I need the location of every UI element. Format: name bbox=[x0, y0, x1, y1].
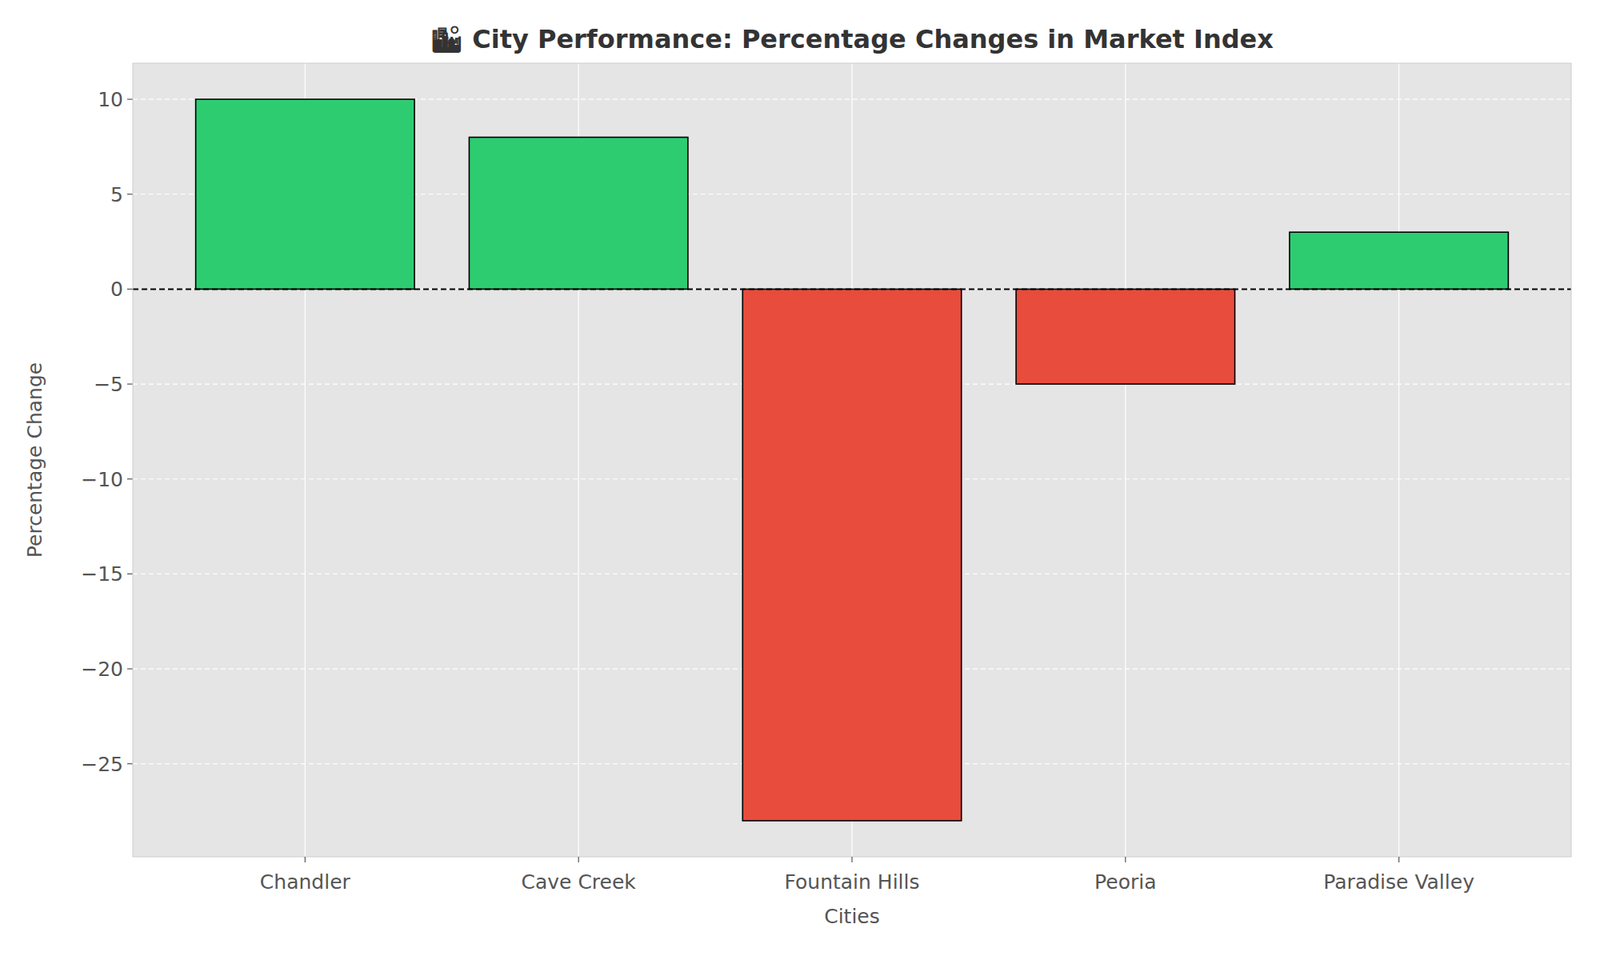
x-tick bbox=[1398, 856, 1400, 863]
x-tick-label: Chandler bbox=[260, 870, 352, 894]
chart-title: 🏙 City Performance: Percentage Changes i… bbox=[430, 24, 1274, 55]
x-tick bbox=[578, 856, 580, 863]
bar bbox=[1016, 288, 1235, 384]
bar bbox=[1289, 232, 1508, 289]
y-tick-label: 10 bbox=[97, 88, 124, 112]
x-tick-label: Fountain Hills bbox=[784, 870, 920, 894]
x-tick bbox=[851, 856, 852, 863]
x-tick bbox=[1124, 856, 1126, 863]
y-tick-label: 5 bbox=[110, 183, 124, 207]
y-tick bbox=[127, 288, 133, 290]
x-tick-label: Peoria bbox=[1094, 870, 1156, 894]
y-tick-label: 0 bbox=[110, 277, 124, 301]
bars bbox=[132, 99, 1572, 821]
x-tick bbox=[304, 856, 306, 863]
y-tick bbox=[127, 668, 133, 669]
y-tick bbox=[127, 193, 133, 195]
x-axis-label: Cities bbox=[824, 904, 880, 928]
bar bbox=[742, 288, 961, 820]
y-tick-label: −5 bbox=[93, 372, 124, 396]
zero-line bbox=[132, 288, 1572, 290]
x-tick-label: Paradise Valley bbox=[1323, 870, 1475, 894]
y-tick-label: −20 bbox=[80, 657, 124, 681]
bar bbox=[468, 137, 688, 290]
x-grid-line bbox=[1124, 63, 1126, 857]
y-tick-label: −10 bbox=[80, 468, 124, 492]
y-tick-label: −15 bbox=[80, 562, 124, 586]
y-tick-label: −25 bbox=[80, 752, 124, 776]
x-tick-label: Cave Creek bbox=[521, 870, 637, 894]
x-grid-line bbox=[1398, 63, 1400, 857]
plot-background bbox=[132, 63, 1572, 857]
y-tick bbox=[127, 383, 133, 384]
y-tick bbox=[127, 573, 133, 575]
y-tick bbox=[127, 478, 133, 480]
y-axis-label: Percentage Change bbox=[23, 362, 47, 558]
chart: −25 −20 −15 −10 −5 0 5 10 Chandler Cave Creek Foun… bbox=[0, 0, 1600, 960]
y-tick bbox=[127, 763, 133, 764]
chart-root: −25 −20 −15 −10 −5 0 5 10 Chandler Cave Creek Foun… bbox=[0, 0, 1600, 960]
y-tick bbox=[127, 98, 133, 100]
bar bbox=[196, 99, 415, 289]
grid bbox=[132, 63, 1572, 857]
plot-frame bbox=[132, 63, 1572, 857]
